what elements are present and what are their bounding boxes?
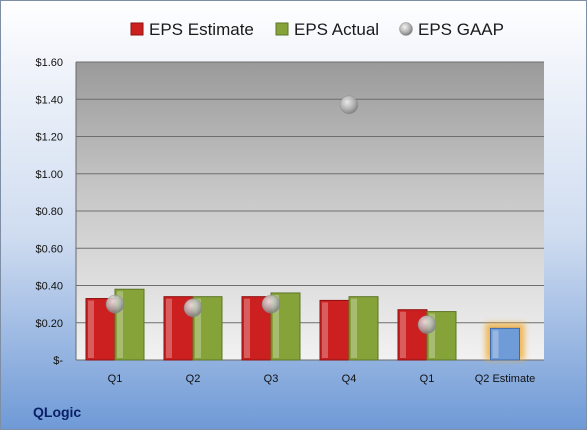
y-tick-label: $1.00 [35, 169, 63, 181]
legend-label: EPS Estimate [149, 20, 254, 39]
bar-eps-actual-highlight [117, 291, 123, 358]
y-tick-label: $1.20 [35, 132, 63, 144]
bar-eps-estimate-body [319, 299, 350, 361]
point-eps-gaap [339, 95, 359, 115]
y-tick-label: $1.60 [35, 57, 63, 69]
legend-label: EPS Actual [294, 20, 379, 39]
point-eps-gaap [105, 294, 125, 314]
y-tick-label: $0.60 [35, 243, 63, 255]
bar-eps-actual-body [348, 296, 379, 361]
bar-eps-estimate-highlight [322, 302, 328, 358]
legend-swatch [399, 22, 413, 36]
x-tick-label: Q1 [420, 373, 435, 385]
y-tick-label: $0.80 [35, 206, 63, 218]
x-tick-label: Q2 [186, 373, 201, 385]
bar-q2-estimate [490, 327, 520, 361]
y-tick-label: $1.40 [35, 94, 63, 106]
bar-eps-actual-highlight [273, 294, 279, 358]
point-eps-gaap [417, 315, 437, 334]
bar-eps-actual-highlight [429, 313, 435, 358]
company-label: QLogic [33, 404, 81, 420]
bar-q2-estimate-body [490, 327, 520, 361]
bar-eps-estimate [319, 299, 350, 361]
y-tick-label: $0.20 [35, 318, 63, 330]
bar-eps-actual-body [426, 311, 457, 361]
x-tick-label: Q1 [108, 373, 123, 385]
legend-swatch [130, 22, 144, 36]
bar-eps-actual-highlight [195, 298, 201, 358]
bar-eps-estimate-highlight [400, 311, 406, 358]
x-tick-label: Q4 [342, 373, 357, 385]
bar-q2-estimate-highlight [492, 330, 499, 358]
legend-label: EPS GAAP [418, 20, 504, 39]
point-eps-gaap [261, 294, 281, 314]
point-eps-gaap [183, 298, 203, 318]
y-tick-label: $0.40 [35, 281, 63, 293]
x-tick-label: Q2 Estimate [475, 373, 536, 385]
y-axis-ticks: $- $0.20 $0.40 $0.60 $0.80 $1.00 $1.20 $1.40 $1.… [35, 57, 63, 367]
gridlines [75, 61, 544, 361]
x-tick-label: Q3 [264, 373, 279, 385]
legend: EPS Estimate EPS Actual EPS GAAP [130, 20, 504, 39]
bar-eps-estimate-highlight [88, 300, 94, 358]
bar-eps-estimate-highlight [166, 298, 172, 358]
x-axis-ticks: Q1 Q2 Q3 Q4 Q1 Q2 Estimate [108, 373, 536, 385]
bar-eps-actual [348, 296, 379, 361]
bar-eps-actual-highlight [351, 298, 357, 358]
gaap-points [105, 95, 437, 334]
bar-eps-estimate-highlight [244, 298, 250, 358]
bar-eps-actual [426, 311, 457, 361]
y-tick-label: $- [53, 355, 63, 367]
legend-swatch [275, 22, 289, 36]
